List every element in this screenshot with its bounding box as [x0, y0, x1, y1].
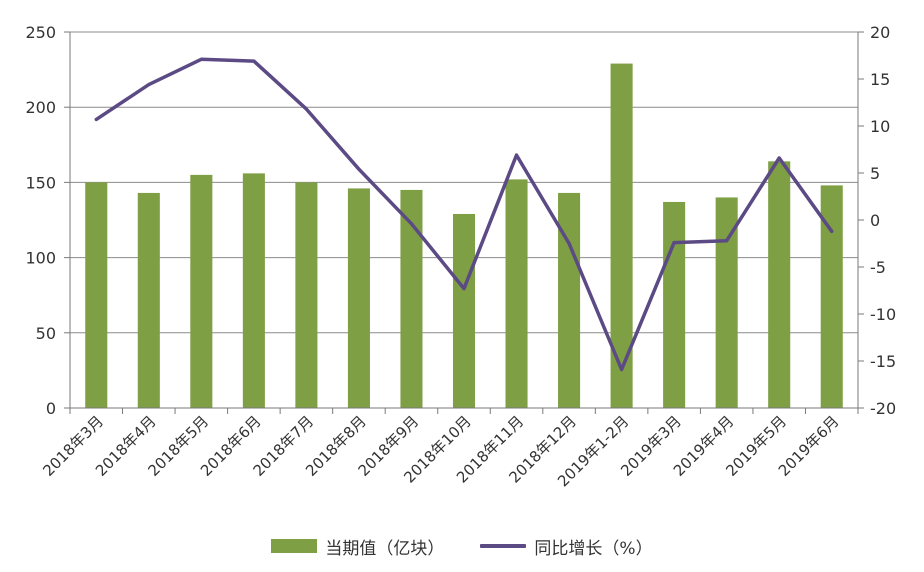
growth-point-11 — [672, 241, 676, 245]
legend-bar-swatch — [271, 539, 318, 553]
bar-4 — [295, 182, 318, 408]
left-axis-tick-labels: 0 50 100 150 200 250 — [25, 23, 56, 418]
line-series — [94, 57, 834, 372]
legend-item-bar: 当期值（亿块） — [271, 534, 444, 559]
growth-point-4 — [304, 107, 308, 111]
growth-point-9 — [567, 242, 571, 245]
bar-series — [85, 63, 843, 409]
bar-3 — [242, 173, 265, 408]
growth-point-13 — [777, 156, 781, 160]
bar-11 — [663, 201, 686, 408]
bar-14 — [820, 185, 843, 408]
right-tick-label: 15 — [870, 70, 890, 89]
right-tick-label: -5 — [870, 258, 886, 277]
bar-6 — [400, 189, 423, 408]
bar-8 — [505, 179, 528, 408]
right-tick-label: -15 — [870, 352, 896, 371]
left-tick-label: 0 — [46, 399, 56, 418]
growth-point-3 — [252, 59, 256, 63]
left-tick-label: 150 — [25, 173, 56, 192]
growth-point-0 — [94, 117, 98, 121]
legend-item-line: 同比增长（%） — [480, 534, 653, 559]
right-tick-label: -10 — [870, 305, 896, 324]
bar-7 — [452, 213, 476, 408]
left-tick-label: 50 — [36, 324, 56, 343]
bar-10 — [610, 63, 633, 409]
bar-5 — [347, 188, 370, 408]
left-tick-label: 250 — [25, 23, 56, 42]
growth-point-10 — [620, 367, 624, 371]
left-tick-label: 100 — [25, 249, 56, 268]
combo-chart: 0 50 100 150 200 250 -20 -15 -10 -5 0 5 10 15 20 2018… — [25, 23, 896, 490]
bar-9 — [558, 192, 581, 408]
x-axis-tick-labels: 2018年3月2018年4月2018年5月2018年6月2018年7月2018年… — [39, 412, 842, 490]
bar-2 — [190, 174, 213, 408]
growth-point-12 — [725, 239, 729, 243]
right-tick-label: 0 — [870, 211, 880, 230]
growth-point-2 — [199, 57, 203, 61]
growth-point-8 — [515, 153, 519, 157]
right-tick-label: 20 — [870, 23, 890, 42]
right-tick-label: 5 — [870, 164, 880, 183]
growth-point-7 — [462, 287, 466, 291]
bar-12 — [715, 197, 738, 408]
legend: 当期值（亿块） 同比增长（%） — [0, 528, 924, 564]
left-tick-label: 200 — [25, 98, 56, 117]
growth-point-5 — [357, 167, 361, 171]
growth-point-14 — [830, 229, 834, 233]
bar-0 — [85, 182, 108, 408]
bar-1 — [137, 192, 160, 408]
legend-line-swatch — [480, 544, 527, 548]
growth-point-6 — [409, 222, 413, 226]
growth-point-1 — [147, 83, 151, 87]
legend-line-label: 同比增长（%） — [534, 538, 653, 559]
right-tick-label: 10 — [870, 117, 890, 136]
right-axis-tick-labels: -20 -15 -10 -5 0 5 10 15 20 — [870, 23, 896, 418]
legend-bar-label: 当期值（亿块） — [325, 538, 445, 559]
right-tick-label: -20 — [870, 399, 896, 418]
axes — [64, 31, 864, 414]
bar-13 — [768, 161, 791, 408]
